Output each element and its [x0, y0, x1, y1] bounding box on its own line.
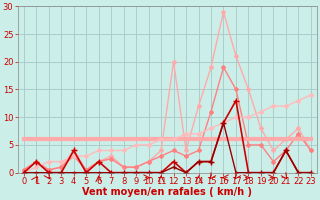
X-axis label: Vent moyen/en rafales ( km/h ): Vent moyen/en rafales ( km/h ) [82, 187, 252, 197]
